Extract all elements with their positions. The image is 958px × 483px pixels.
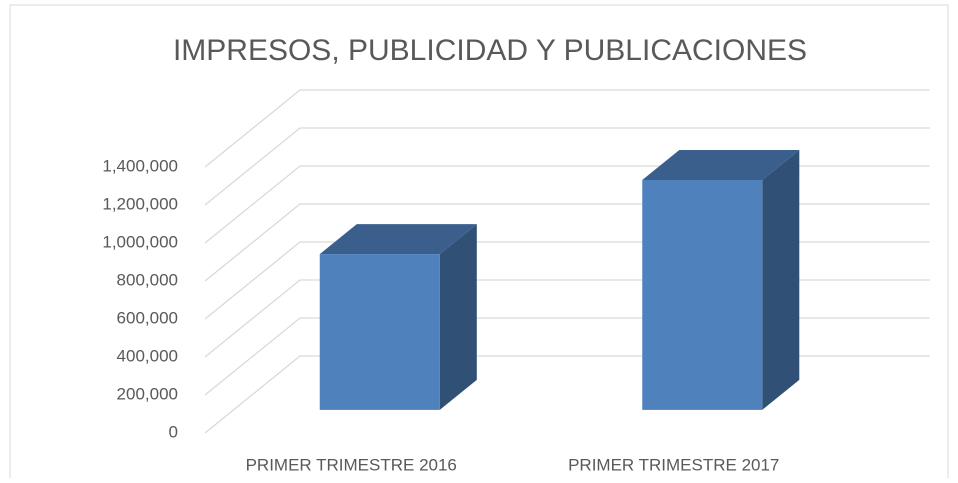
bar [319, 254, 440, 410]
y-tick-label: 600,000 [117, 308, 178, 327]
x-tick-label: PRIMER TRIMESTRE 2017 [568, 455, 779, 474]
y-tick-label: 1,400,000 [102, 156, 178, 175]
bar-top [642, 149, 800, 180]
grid-line [204, 89, 930, 168]
x-tick-label: PRIMER TRIMESTRE 2016 [246, 455, 457, 474]
grid-line [204, 127, 930, 206]
y-tick-label: 800,000 [117, 270, 178, 289]
y-tick-label: 1,200,000 [102, 194, 178, 213]
chart-title: IMPRESOS, PUBLICIDAD Y PUBLICACIONES [173, 34, 807, 67]
bar-side [762, 149, 800, 410]
y-tick-label: 400,000 [117, 346, 178, 365]
y-tick-label: 200,000 [117, 384, 178, 403]
bar-top [319, 224, 477, 255]
y-tick-label: 1,000,000 [102, 232, 178, 251]
bar-side [439, 224, 477, 410]
y-tick-label: 0 [169, 422, 178, 441]
bar [642, 180, 763, 410]
